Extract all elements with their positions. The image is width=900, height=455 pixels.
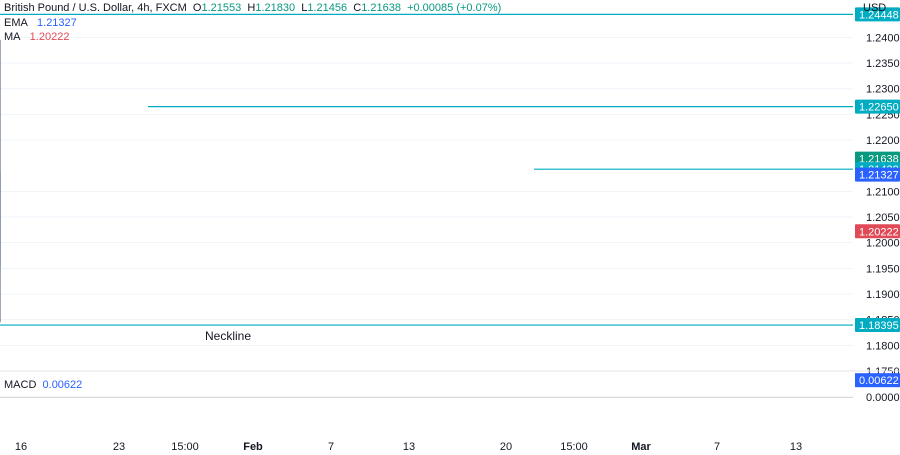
ema-legend: EMA 1.21327 — [4, 16, 77, 31]
y-tick-label: 1.23500 — [866, 58, 900, 70]
price-tag-label: 1.24448 — [859, 9, 899, 21]
open-label: O — [192, 2, 202, 14]
ma-value: 1.20222 — [29, 31, 70, 43]
x-tick-label: 20 — [500, 441, 512, 453]
y-tick-label: 1.21000 — [866, 186, 900, 198]
macd-tag-label: 0.00622 — [859, 375, 899, 387]
symbol-title: British Pound / U.S. Dollar, 4h, FXCM — [4, 2, 187, 14]
macd-y-tick-label: 0.00000 — [866, 392, 900, 404]
price-tag-level — [855, 7, 900, 22]
high-value: 1.21830 — [255, 2, 296, 14]
currency-label: USD — [863, 2, 887, 14]
x-tick-label: 13 — [403, 441, 415, 453]
price-tag-ma — [855, 224, 900, 239]
close-label: C — [353, 2, 362, 14]
change-value: +0.00085 (+0.07%) — [407, 2, 502, 14]
macd-value-tag — [855, 373, 900, 388]
open-value: 1.21553 — [201, 2, 242, 14]
x-tick-label: 16 — [15, 441, 27, 453]
symbol-legend: British Pound / U.S. Dollar, 4h, FXCM O1… — [4, 1, 501, 16]
ma-label: MA — [4, 31, 21, 43]
low-value: 1.21456 — [307, 2, 348, 14]
x-tick-label: 7 — [714, 441, 720, 453]
x-tick-label: 7 — [328, 441, 334, 453]
x-tick-label: 23 — [113, 441, 125, 453]
x-tick-label: Mar — [631, 441, 651, 453]
macd-label: MACD — [4, 379, 37, 391]
price-tag-label: 1.18395 — [859, 320, 899, 332]
y-tick-label: 1.20000 — [866, 238, 900, 250]
y-tick-label: 1.24000 — [866, 32, 900, 44]
ema-label: EMA — [4, 17, 28, 29]
x-tick-label: 15:00 — [171, 441, 199, 453]
price-tag-label: 1.22650 — [859, 102, 899, 114]
close-value: 1.21638 — [361, 2, 401, 14]
macd-legend-value: 0.00622 — [42, 379, 83, 391]
y-tick-label: 1.23000 — [866, 84, 900, 96]
macd-legend: MACD 0.00622 — [4, 378, 82, 393]
low-label: L — [301, 2, 308, 14]
price-tag-label: 1.20222 — [859, 226, 899, 238]
y-tick-label: 1.20500 — [866, 212, 900, 224]
y-tick-label: 1.19500 — [866, 263, 900, 275]
x-tick-label: 13 — [790, 441, 802, 453]
price-tag-ema — [855, 167, 900, 182]
y-tick-label: 1.18000 — [866, 340, 900, 352]
x-tick-label: Feb — [243, 441, 263, 453]
price-tag-last — [855, 151, 900, 166]
ma-legend: MA 1.20222 — [4, 30, 69, 45]
ema-value: 1.21327 — [37, 17, 77, 29]
y-tick-label: 1.19000 — [866, 289, 900, 301]
y-tick-label: 1.22000 — [866, 135, 900, 147]
price-tag-level — [855, 99, 900, 114]
price-tag-level — [855, 318, 900, 333]
neckline-annotation: Neckline — [205, 329, 251, 343]
x-tick-label: 15:00 — [560, 441, 588, 453]
high-label: H — [247, 2, 256, 14]
price-tag-label: 1.21327 — [859, 170, 899, 182]
